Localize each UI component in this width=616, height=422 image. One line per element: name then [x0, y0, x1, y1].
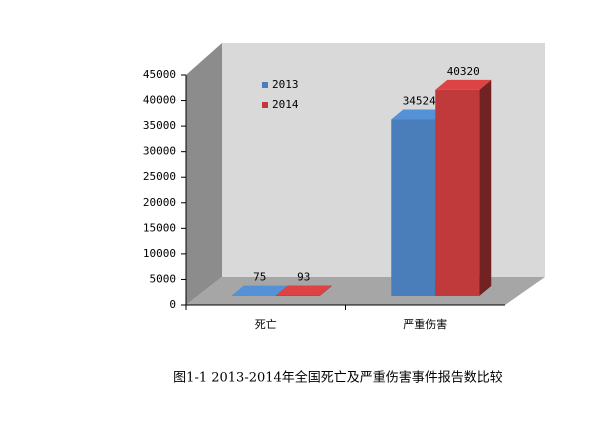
bar-front: [435, 89, 480, 296]
legend-label: 2014: [272, 98, 299, 111]
y-tick-label: 40000: [143, 94, 176, 107]
data-label: 34524: [403, 95, 436, 108]
chart-title: 图1-1 2013-2014年全国死亡及严重伤害事件报告数比较: [173, 370, 503, 386]
y-tick-label: 0: [169, 298, 176, 311]
y-tick-label: 5000: [150, 272, 177, 285]
y-tick-label: 35000: [143, 119, 176, 132]
y-tick-label: 10000: [143, 247, 176, 260]
x-tick-label: 死亡: [255, 317, 277, 331]
data-label: 75: [253, 271, 266, 284]
bar-top: [231, 285, 288, 296]
bar-top: [435, 79, 492, 90]
legend-swatch: [262, 102, 268, 108]
bar-side: [479, 79, 492, 296]
y-tick-label: 30000: [143, 145, 176, 158]
back-wall: [222, 43, 545, 277]
x-tick-label: 严重伤害: [403, 317, 447, 331]
legend-label: 2013: [272, 78, 299, 91]
y-tick-label: 20000: [143, 196, 176, 209]
bar-top: [391, 109, 448, 120]
data-label: 93: [297, 271, 310, 284]
y-tick-label: 15000: [143, 221, 176, 234]
bar-side: [319, 285, 332, 296]
side-wall: [186, 43, 222, 305]
legend-swatch: [262, 82, 268, 88]
bar-front: [391, 119, 436, 296]
y-tick-label: 25000: [143, 170, 176, 183]
bar-top: [275, 285, 332, 296]
data-label: 40320: [447, 65, 480, 78]
y-tick-label: 45000: [143, 68, 176, 81]
